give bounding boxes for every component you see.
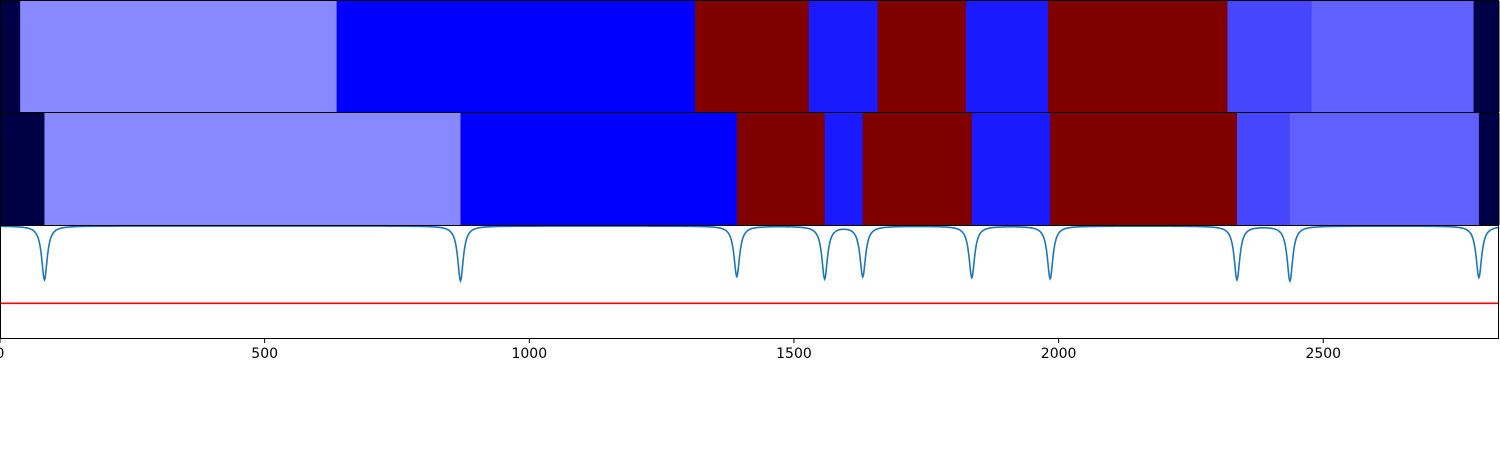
strip-1-segment-4 <box>694 1 810 112</box>
x-tick-label-1000: 1000 <box>511 346 547 362</box>
segment-strip-2 <box>0 112 1500 226</box>
x-axis: 0 500 1000 1500 2000 2500 <box>0 338 1341 362</box>
segment-strip-1 <box>0 0 1500 113</box>
strip-1-segment-2 <box>20 1 338 112</box>
strip-2-segment-4 <box>736 113 826 225</box>
strip-1-segment-10 <box>1311 1 1475 112</box>
strip-2-segment-8 <box>1050 113 1238 225</box>
strip-1-segment-11 <box>1473 1 1500 112</box>
strip-1-segment-1 <box>0 1 21 112</box>
x-tick-label-2500: 2500 <box>1305 346 1341 362</box>
strip-2-segment-1 <box>0 113 45 225</box>
signal-panel-frame <box>0 225 1499 339</box>
strip-1-segment-9 <box>1227 1 1313 112</box>
strip-1-segment-6 <box>877 1 967 112</box>
strip-2-segment-9 <box>1236 113 1291 225</box>
x-tick-label-1500: 1500 <box>776 346 812 362</box>
strip-2-segment-11 <box>1478 113 1500 225</box>
strip-1-segment-5 <box>808 1 879 112</box>
signal-panel <box>0 225 1500 339</box>
signal-line <box>0 225 1500 284</box>
strip-2-segment-7 <box>971 113 1051 225</box>
strip-1-segment-7 <box>965 1 1049 112</box>
strip-1-segment-3 <box>336 1 696 112</box>
strip-2-segment-5 <box>824 113 864 225</box>
x-tick-label-500: 500 <box>251 346 278 362</box>
strip-2-segment-2 <box>44 113 461 225</box>
x-tick-label-2000: 2000 <box>1041 346 1077 362</box>
strip-2-segment-6 <box>862 113 973 225</box>
strip-2-segment-3 <box>460 113 738 225</box>
x-tick-label-0: 0 <box>0 346 4 362</box>
strip-1-segment-8 <box>1048 1 1228 112</box>
strip-2-segment-10 <box>1289 113 1480 225</box>
